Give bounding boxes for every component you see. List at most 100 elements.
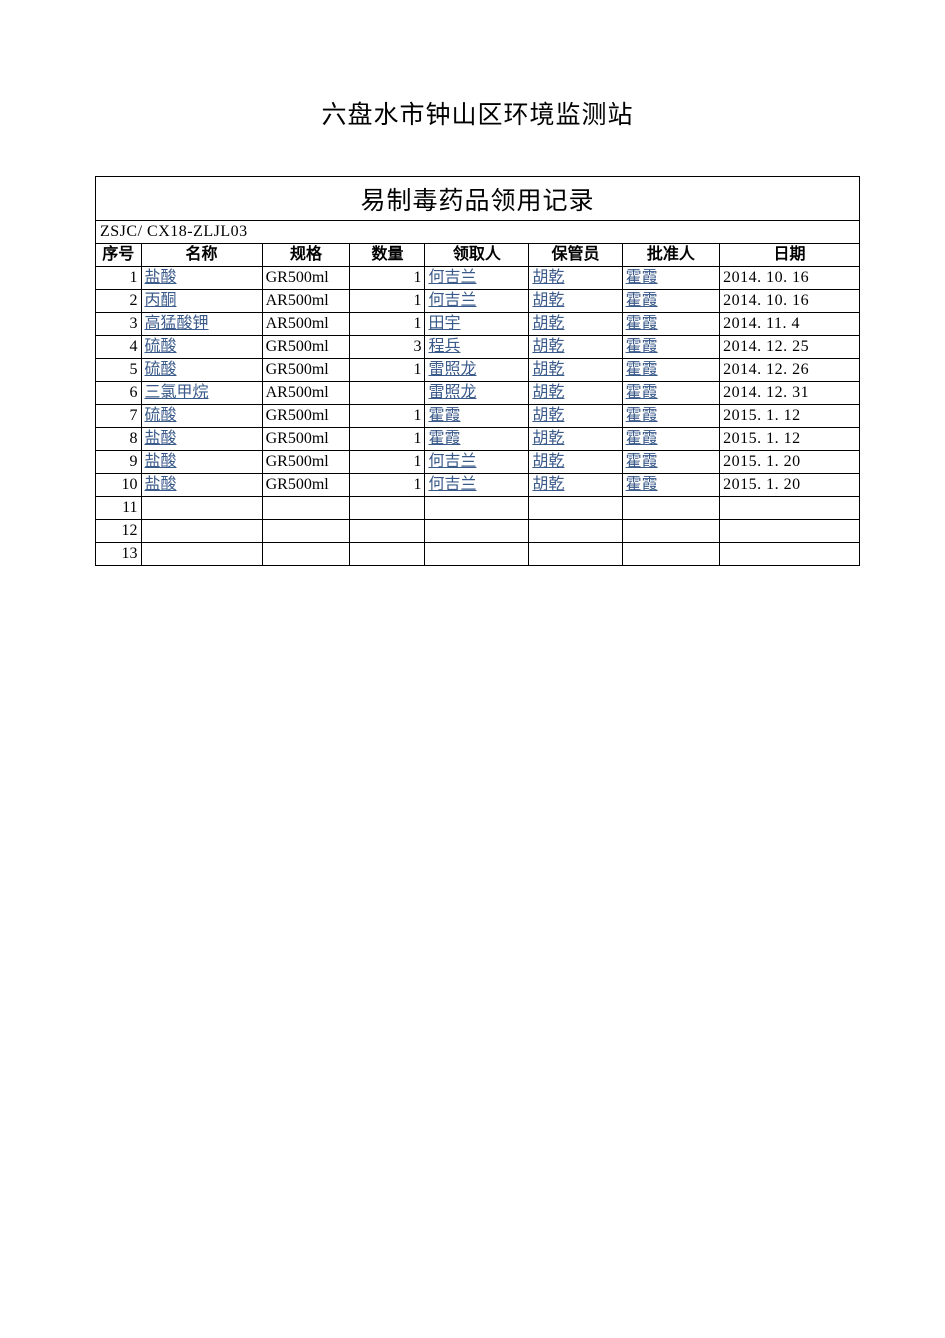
table-row: 1盐酸GR500ml1何吉兰胡乾霍霞2014. 10. 16 bbox=[96, 267, 859, 290]
cell-spec: GR500ml bbox=[262, 451, 350, 474]
table-row: 11 bbox=[96, 497, 859, 520]
table-row: 4硫酸GR500ml3程兵胡乾霍霞2014. 12. 25 bbox=[96, 336, 859, 359]
cell-spec: GR500ml bbox=[262, 474, 350, 497]
cell-qty: 1 bbox=[350, 359, 425, 382]
table-row: 13 bbox=[96, 543, 859, 566]
cell-seq: 11 bbox=[96, 497, 141, 520]
cell-date bbox=[720, 520, 859, 543]
cell-seq: 4 bbox=[96, 336, 141, 359]
header-seq: 序号 bbox=[96, 244, 141, 267]
cell-qty: 1 bbox=[350, 267, 425, 290]
table-row: 6三氯甲烷AR500ml雷照龙胡乾霍霞2014. 12. 31 bbox=[96, 382, 859, 405]
table-header-row: 序号 名称 规格 数量 领取人 保管员 批准人 日期 bbox=[96, 244, 859, 267]
cell-name: 硫酸 bbox=[141, 405, 262, 428]
cell-keeper: 胡乾 bbox=[529, 405, 622, 428]
cell-name bbox=[141, 543, 262, 566]
table-body: 1盐酸GR500ml1何吉兰胡乾霍霞2014. 10. 162丙酮AR500ml… bbox=[96, 267, 859, 566]
cell-spec bbox=[262, 520, 350, 543]
cell-keeper: 胡乾 bbox=[529, 359, 622, 382]
cell-approver bbox=[622, 543, 720, 566]
cell-approver bbox=[622, 520, 720, 543]
header-date: 日期 bbox=[720, 244, 859, 267]
cell-spec: GR500ml bbox=[262, 405, 350, 428]
cell-approver bbox=[622, 497, 720, 520]
cell-recv: 何吉兰 bbox=[425, 267, 529, 290]
cell-name: 盐酸 bbox=[141, 267, 262, 290]
cell-approver: 霍霞 bbox=[622, 405, 720, 428]
cell-seq: 2 bbox=[96, 290, 141, 313]
cell-keeper: 胡乾 bbox=[529, 267, 622, 290]
cell-qty: 1 bbox=[350, 405, 425, 428]
cell-recv: 霍霞 bbox=[425, 405, 529, 428]
cell-date: 2015. 1. 12 bbox=[720, 405, 859, 428]
cell-date bbox=[720, 543, 859, 566]
cell-recv: 雷照龙 bbox=[425, 359, 529, 382]
header-approver: 批准人 bbox=[622, 244, 720, 267]
cell-recv: 雷照龙 bbox=[425, 382, 529, 405]
cell-seq: 5 bbox=[96, 359, 141, 382]
cell-recv: 田宇 bbox=[425, 313, 529, 336]
cell-approver: 霍霞 bbox=[622, 290, 720, 313]
table-row: 7硫酸GR500ml1霍霞胡乾霍霞2015. 1. 12 bbox=[96, 405, 859, 428]
cell-seq: 1 bbox=[96, 267, 141, 290]
cell-qty bbox=[350, 520, 425, 543]
cell-keeper bbox=[529, 543, 622, 566]
cell-name: 丙酮 bbox=[141, 290, 262, 313]
table-row: 10盐酸GR500ml1何吉兰胡乾霍霞2015. 1. 20 bbox=[96, 474, 859, 497]
cell-approver: 霍霞 bbox=[622, 267, 720, 290]
cell-qty: 1 bbox=[350, 474, 425, 497]
cell-spec: GR500ml bbox=[262, 267, 350, 290]
cell-qty: 3 bbox=[350, 336, 425, 359]
cell-spec: AR500ml bbox=[262, 382, 350, 405]
cell-seq: 12 bbox=[96, 520, 141, 543]
cell-recv bbox=[425, 497, 529, 520]
header-recv: 领取人 bbox=[425, 244, 529, 267]
cell-seq: 3 bbox=[96, 313, 141, 336]
cell-name: 硫酸 bbox=[141, 336, 262, 359]
cell-date: 2015. 1. 20 bbox=[720, 474, 859, 497]
cell-date: 2014. 12. 26 bbox=[720, 359, 859, 382]
cell-spec: GR500ml bbox=[262, 359, 350, 382]
cell-keeper: 胡乾 bbox=[529, 290, 622, 313]
table-row: 8盐酸GR500ml1霍霞胡乾霍霞2015. 1. 12 bbox=[96, 428, 859, 451]
table-row: 12 bbox=[96, 520, 859, 543]
document-page: 六盘水市钟山区环境监测站 易制毒药品领用记录 ZSJC/ CX18-ZLJL03… bbox=[0, 0, 945, 566]
header-name: 名称 bbox=[141, 244, 262, 267]
cell-date: 2014. 12. 25 bbox=[720, 336, 859, 359]
table-container: 易制毒药品领用记录 ZSJC/ CX18-ZLJL03 序号 名称 规格 数量 bbox=[95, 176, 860, 566]
cell-qty bbox=[350, 543, 425, 566]
cell-qty bbox=[350, 497, 425, 520]
table-row: 3高猛酸钾AR500ml1田宇胡乾霍霞2014. 11. 4 bbox=[96, 313, 859, 336]
cell-name: 高猛酸钾 bbox=[141, 313, 262, 336]
header-spec: 规格 bbox=[262, 244, 350, 267]
cell-approver: 霍霞 bbox=[622, 313, 720, 336]
cell-recv: 何吉兰 bbox=[425, 451, 529, 474]
cell-name bbox=[141, 497, 262, 520]
cell-approver: 霍霞 bbox=[622, 359, 720, 382]
cell-date: 2014. 10. 16 bbox=[720, 267, 859, 290]
cell-seq: 10 bbox=[96, 474, 141, 497]
cell-name: 盐酸 bbox=[141, 451, 262, 474]
cell-qty: 1 bbox=[350, 451, 425, 474]
cell-keeper bbox=[529, 497, 622, 520]
cell-date: 2015. 1. 12 bbox=[720, 428, 859, 451]
cell-recv: 何吉兰 bbox=[425, 474, 529, 497]
form-code: ZSJC/ CX18-ZLJL03 bbox=[96, 221, 859, 244]
cell-spec bbox=[262, 497, 350, 520]
cell-name: 盐酸 bbox=[141, 428, 262, 451]
cell-recv: 霍霞 bbox=[425, 428, 529, 451]
table-row: 2丙酮AR500ml1何吉兰胡乾霍霞2014. 10. 16 bbox=[96, 290, 859, 313]
cell-recv: 程兵 bbox=[425, 336, 529, 359]
cell-approver: 霍霞 bbox=[622, 336, 720, 359]
cell-spec: AR500ml bbox=[262, 290, 350, 313]
header-qty: 数量 bbox=[350, 244, 425, 267]
cell-spec: GR500ml bbox=[262, 336, 350, 359]
cell-seq: 9 bbox=[96, 451, 141, 474]
header-keeper: 保管员 bbox=[529, 244, 622, 267]
table-row: 9盐酸GR500ml1何吉兰胡乾霍霞2015. 1. 20 bbox=[96, 451, 859, 474]
cell-qty: 1 bbox=[350, 290, 425, 313]
cell-recv bbox=[425, 520, 529, 543]
cell-keeper: 胡乾 bbox=[529, 336, 622, 359]
table-row: 5硫酸GR500ml1雷照龙胡乾霍霞2014. 12. 26 bbox=[96, 359, 859, 382]
records-table: 序号 名称 规格 数量 领取人 保管员 批准人 日期 1盐酸GR500ml1何吉… bbox=[96, 244, 859, 566]
